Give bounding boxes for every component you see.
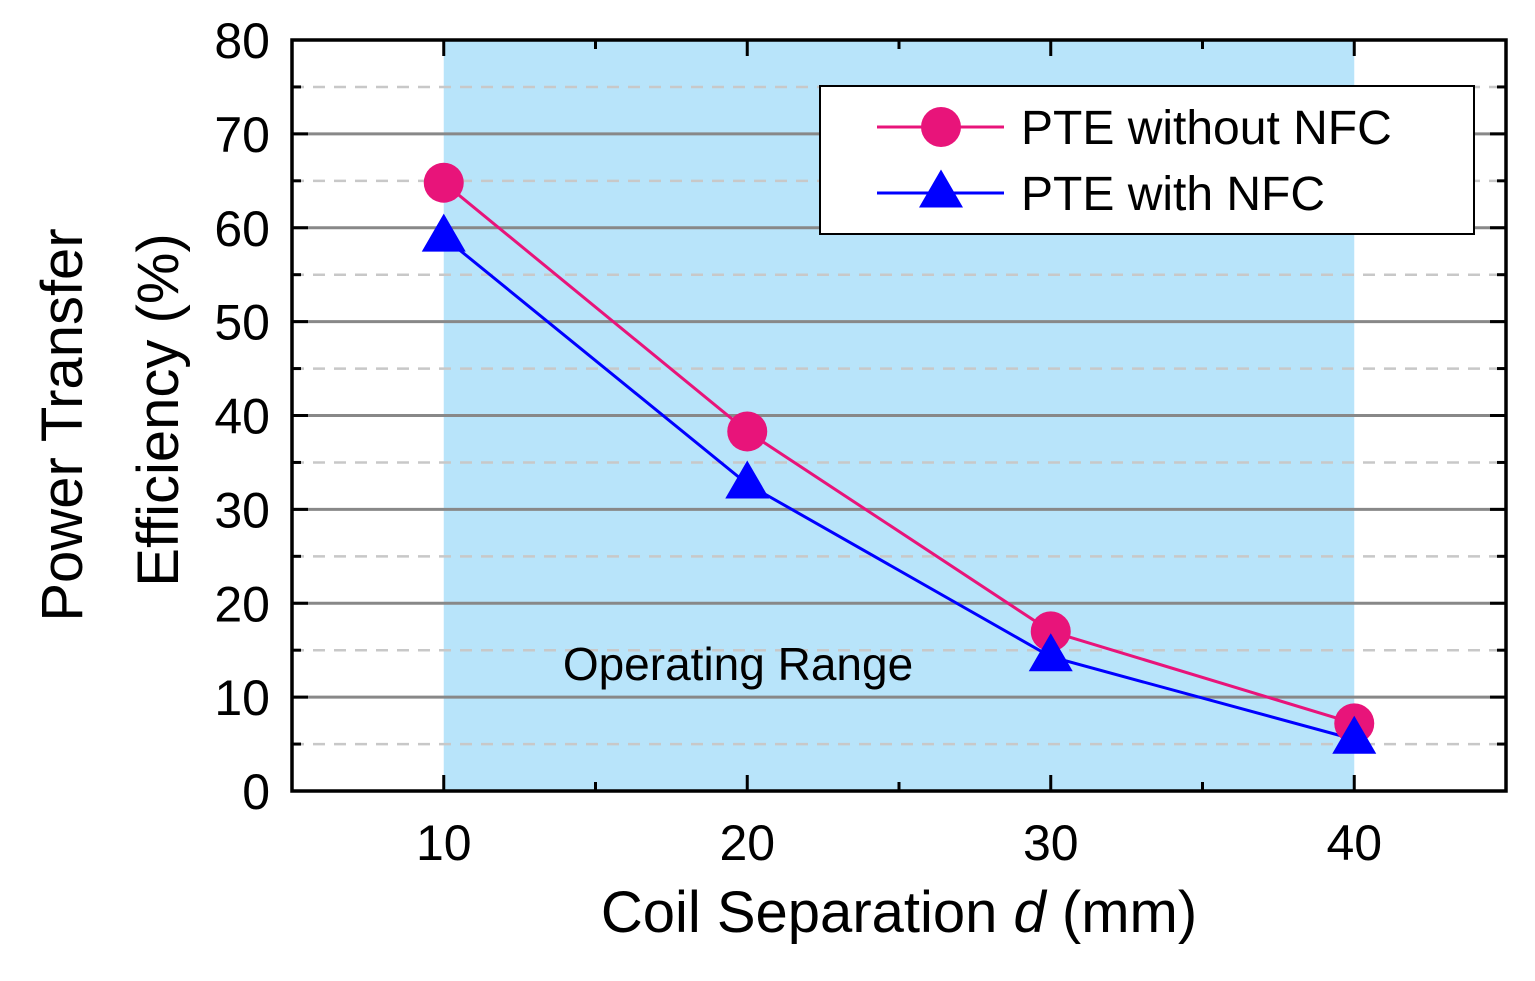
series-0-point-1: [727, 411, 768, 452]
legend: PTE without NFC PTE with NFC: [819, 85, 1475, 235]
x-axis-title-suffix: (mm): [1046, 880, 1197, 945]
y-tick-label-10: 10: [214, 670, 270, 726]
series-1-point-1: [725, 460, 770, 499]
series-1-point-3: [1332, 715, 1377, 754]
tick-labels: 10 20 30 40 0 10 20 30 40 50 60 70 80: [214, 13, 1382, 871]
series-0-point-0: [423, 162, 464, 203]
operating-range-label: Operating Range: [563, 638, 913, 690]
legend-box: [819, 85, 1475, 235]
x-axis-title-prefix: Coil Separation: [601, 880, 1014, 945]
x-tick-label-30: 30: [1023, 815, 1079, 871]
x-tick-label-10: 10: [416, 815, 472, 871]
axes: [290, 38, 1508, 793]
series-0-point-2: [1030, 611, 1071, 652]
x-tick-label-40: 40: [1326, 815, 1382, 871]
y-tick-label-20: 20: [214, 576, 270, 632]
y-tick-label-70: 70: [214, 107, 270, 163]
y-axis-title-line2: Efficiency (%): [126, 233, 191, 586]
legend-marker-0: [921, 107, 961, 147]
x-axis-title-variable: d: [1014, 880, 1048, 945]
y-axis-title-line1: Power Transfer: [30, 228, 95, 621]
series-1-point-0: [421, 213, 466, 252]
x-axis-title: Coil Separation d (mm): [601, 880, 1197, 945]
series-1-point-2: [1028, 633, 1073, 672]
series-markers: [421, 162, 1377, 754]
legend-label-1: PTE with NFC: [1021, 168, 1325, 221]
y-tick-label-0: 0: [242, 764, 270, 820]
y-tick-label-40: 40: [214, 389, 270, 445]
legend-marker-1: [919, 169, 963, 208]
y-tick-label-80: 80: [214, 13, 270, 69]
legend-label-0: PTE without NFC: [1021, 102, 1392, 155]
series-lines: [442, 181, 1355, 741]
series-line-1: [442, 235, 1355, 741]
y-tick-label-50: 50: [214, 295, 270, 351]
x-tick-label-20: 20: [719, 815, 775, 871]
series-line-0: [442, 181, 1355, 725]
y-tick-label-60: 60: [214, 201, 270, 257]
y-tick-label-30: 30: [214, 482, 270, 538]
